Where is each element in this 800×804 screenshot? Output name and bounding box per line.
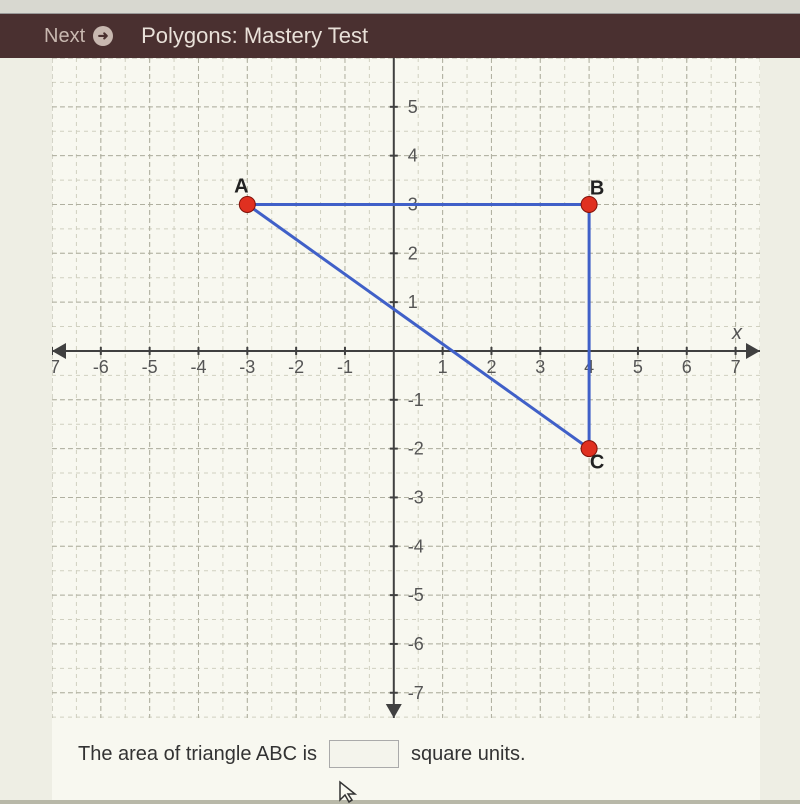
arrow-right-icon: ➜	[93, 26, 113, 46]
svg-text:x: x	[731, 322, 743, 344]
left-margin	[0, 58, 52, 800]
svg-text:-1: -1	[337, 357, 353, 377]
svg-text:B: B	[590, 177, 604, 199]
answer-row: The area of triangle ABC is square units…	[78, 740, 526, 768]
content-area: x-7-6-5-4-3-2-1123456754321-1-2-3-4-5-6-…	[0, 58, 800, 800]
answer-input[interactable]	[329, 740, 399, 768]
svg-text:-6: -6	[408, 634, 424, 654]
svg-text:4: 4	[408, 146, 418, 166]
header-bar: Next ➜ Polygons: Mastery Test	[0, 14, 800, 58]
svg-text:-3: -3	[239, 357, 255, 377]
svg-text:6: 6	[682, 357, 692, 377]
page-title: Polygons: Mastery Test	[141, 23, 368, 49]
question-suffix: square units.	[411, 743, 526, 766]
svg-text:2: 2	[408, 243, 418, 263]
svg-text:C: C	[590, 452, 604, 474]
cursor-icon	[338, 780, 358, 804]
svg-text:3: 3	[535, 357, 545, 377]
svg-text:1: 1	[438, 357, 448, 377]
svg-text:-2: -2	[408, 439, 424, 459]
svg-text:-4: -4	[190, 357, 206, 377]
svg-text:7: 7	[731, 357, 741, 377]
svg-text:-5: -5	[408, 585, 424, 605]
svg-text:-7: -7	[408, 683, 424, 703]
svg-text:-4: -4	[408, 536, 424, 556]
svg-text:2: 2	[486, 357, 496, 377]
svg-text:5: 5	[408, 97, 418, 117]
question-prefix: The area of triangle ABC is	[78, 743, 317, 766]
svg-text:-6: -6	[93, 357, 109, 377]
svg-text:-1: -1	[408, 390, 424, 410]
coordinate-chart: x-7-6-5-4-3-2-1123456754321-1-2-3-4-5-6-…	[52, 58, 760, 718]
next-button[interactable]: Next ➜	[44, 25, 113, 48]
right-margin	[760, 58, 800, 800]
browser-strip	[0, 0, 800, 14]
svg-text:1: 1	[408, 292, 418, 312]
chart-svg: x-7-6-5-4-3-2-1123456754321-1-2-3-4-5-6-…	[52, 58, 760, 718]
svg-text:-2: -2	[288, 357, 304, 377]
svg-text:5: 5	[633, 357, 643, 377]
svg-text:A: A	[234, 175, 248, 197]
next-label: Next	[44, 25, 85, 48]
svg-text:-5: -5	[142, 357, 158, 377]
svg-text:-3: -3	[408, 487, 424, 507]
svg-text:-7: -7	[52, 357, 60, 377]
